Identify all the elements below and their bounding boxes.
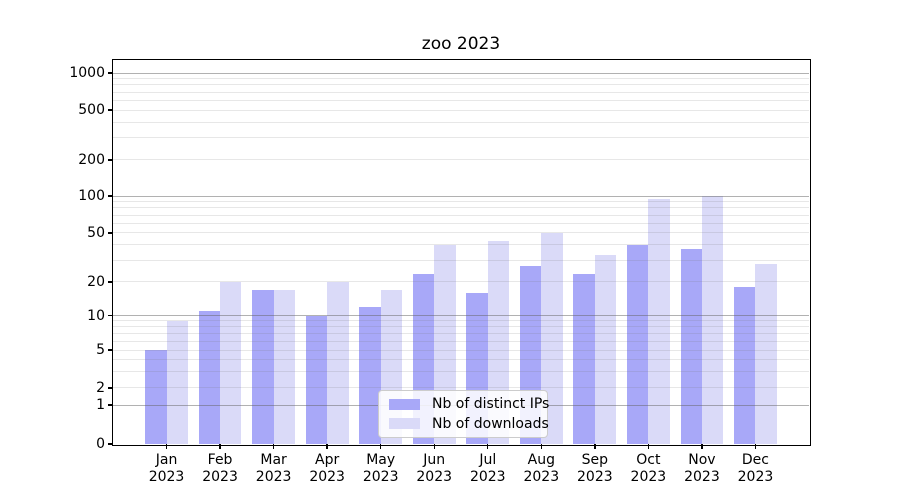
x-tick-label-aug: Aug 2023 <box>523 452 560 485</box>
bar-downloads-dec <box>755 263 777 444</box>
y-tick-mark-500 <box>107 109 113 111</box>
y-tick-label-100: 100 <box>78 188 105 205</box>
x-tick-label-dec: Dec 2023 <box>737 452 774 485</box>
y-tick-mark-50 <box>107 232 113 234</box>
bar-distinct-ips-nov <box>680 249 702 444</box>
y-tick-label-2: 2 <box>96 379 105 396</box>
x-tick-mark-feb <box>219 444 221 449</box>
bar-distinct-ips-sep <box>573 274 595 444</box>
x-tick-mark-dec <box>754 444 757 449</box>
x-tick-label-may: May 2023 <box>362 452 399 485</box>
y-tick-label-5: 5 <box>96 342 105 359</box>
x-tick-label-mar: Mar 2023 <box>255 452 292 485</box>
y-tick-mark-0 <box>107 443 113 445</box>
bar-downloads-nov <box>701 196 724 444</box>
bar-downloads-feb <box>220 281 242 444</box>
bar-downloads-apr <box>327 281 349 444</box>
x-tick-label-sep: Sep 2023 <box>577 452 613 485</box>
y-tick-mark-20 <box>107 281 113 283</box>
x-tick-mark-sep <box>594 444 596 449</box>
bar-downloads-sep <box>594 255 617 444</box>
legend-box: Nb of distinct IPs Nb of downloads <box>378 390 549 438</box>
x-tick-mark-jul <box>487 444 489 449</box>
legend-item-downloads: Nb of downloads <box>389 416 549 432</box>
x-tick-mark-aug <box>540 444 542 449</box>
bar-downloads-mar <box>273 289 295 444</box>
x-tick-mark-jun <box>433 444 435 449</box>
y-tick-label-10: 10 <box>87 307 105 324</box>
y-tick-mark-100 <box>107 195 113 197</box>
x-tick-mark-mar <box>272 444 275 449</box>
bar-distinct-ips-may <box>359 306 381 444</box>
legend-label-distinct-ips: Nb of distinct IPs <box>432 396 550 413</box>
y-tick-mark-1 <box>107 404 113 406</box>
x-tick-label-jan: Jan 2023 <box>148 452 185 485</box>
x-tick-mark-nov <box>701 444 703 449</box>
x-tick-label-feb: Feb 2023 <box>202 452 238 485</box>
x-tick-label-nov: Nov 2023 <box>684 452 720 485</box>
y-tick-label-1: 1 <box>96 397 105 414</box>
y-tick-label-50: 50 <box>87 224 105 241</box>
legend-swatch-downloads <box>389 418 420 430</box>
bar-distinct-ips-apr <box>305 315 328 444</box>
y-tick-mark-1000 <box>107 72 113 74</box>
y-tick-mark-200 <box>107 159 113 161</box>
bar-distinct-ips-jan <box>145 350 167 444</box>
bar-distinct-ips-dec <box>734 287 756 444</box>
chart-title: zoo 2023 <box>421 34 501 54</box>
x-tick-mark-apr <box>326 444 328 449</box>
y-tick-mark-5 <box>107 349 113 351</box>
bar-downloads-jan <box>166 320 188 444</box>
y-tick-label-0: 0 <box>96 436 105 452</box>
x-tick-label-apr: Apr 2023 <box>309 452 345 485</box>
y-tick-label-1000: 1000 <box>69 65 105 81</box>
x-tick-mark-may <box>379 444 382 449</box>
bar-downloads-oct <box>648 198 670 444</box>
legend-label-downloads: Nb of downloads <box>432 415 549 432</box>
plot-area <box>113 60 809 444</box>
x-tick-mark-jan <box>165 444 168 449</box>
x-tick-label-jul: Jul 2023 <box>469 452 506 485</box>
x-tick-label-jun: Jun 2023 <box>416 452 453 485</box>
legend-item-distinct-ips: Nb of distinct IPs <box>389 396 549 412</box>
x-tick-mark-oct <box>647 444 650 449</box>
y-tick-label-500: 500 <box>78 102 105 119</box>
y-tick-mark-2 <box>107 387 113 389</box>
y-tick-label-200: 200 <box>78 151 105 168</box>
bars-layer <box>113 60 809 444</box>
y-tick-label-20: 20 <box>87 273 105 290</box>
y-tick-mark-10 <box>107 314 113 317</box>
bar-distinct-ips-oct <box>626 244 649 444</box>
x-tick-label-oct: Oct 2023 <box>630 452 667 485</box>
bar-distinct-ips-feb <box>198 311 221 444</box>
bar-distinct-ips-mar <box>252 289 274 444</box>
legend-swatch-distinct-ips <box>389 398 420 410</box>
